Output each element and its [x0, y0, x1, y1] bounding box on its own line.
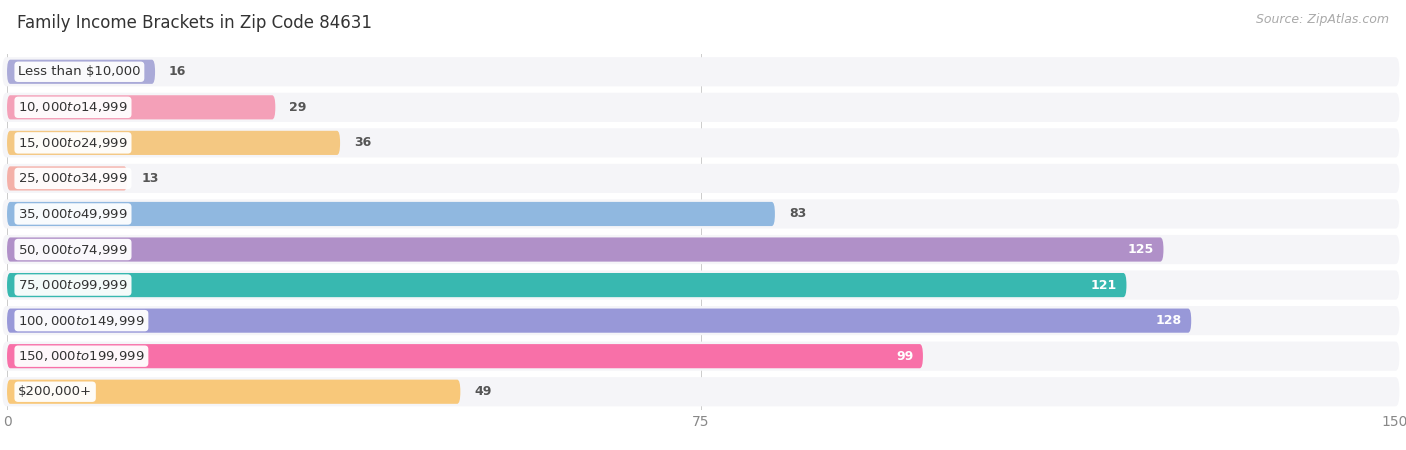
FancyBboxPatch shape — [7, 238, 1164, 261]
FancyBboxPatch shape — [3, 128, 1399, 158]
Text: 16: 16 — [169, 65, 187, 78]
Text: $35,000 to $49,999: $35,000 to $49,999 — [18, 207, 128, 221]
FancyBboxPatch shape — [7, 166, 128, 190]
FancyBboxPatch shape — [7, 60, 155, 84]
FancyBboxPatch shape — [7, 131, 340, 155]
Text: $10,000 to $14,999: $10,000 to $14,999 — [18, 100, 128, 114]
FancyBboxPatch shape — [3, 93, 1399, 122]
FancyBboxPatch shape — [3, 57, 1399, 86]
Text: $150,000 to $199,999: $150,000 to $199,999 — [18, 349, 145, 363]
Text: 121: 121 — [1091, 279, 1118, 292]
FancyBboxPatch shape — [7, 273, 1126, 297]
Text: 83: 83 — [789, 207, 806, 220]
Text: $50,000 to $74,999: $50,000 to $74,999 — [18, 243, 128, 256]
FancyBboxPatch shape — [7, 202, 775, 226]
Text: $100,000 to $149,999: $100,000 to $149,999 — [18, 314, 145, 328]
Text: 29: 29 — [290, 101, 307, 114]
FancyBboxPatch shape — [7, 380, 460, 404]
FancyBboxPatch shape — [3, 199, 1399, 229]
Text: $200,000+: $200,000+ — [18, 385, 93, 398]
FancyBboxPatch shape — [7, 309, 1191, 333]
Text: Family Income Brackets in Zip Code 84631: Family Income Brackets in Zip Code 84631 — [17, 14, 371, 32]
Text: Less than $10,000: Less than $10,000 — [18, 65, 141, 78]
Text: 128: 128 — [1156, 314, 1182, 327]
Text: 49: 49 — [474, 385, 492, 398]
Text: 99: 99 — [897, 350, 914, 363]
FancyBboxPatch shape — [3, 235, 1399, 264]
FancyBboxPatch shape — [3, 306, 1399, 335]
FancyBboxPatch shape — [3, 164, 1399, 193]
FancyBboxPatch shape — [3, 270, 1399, 300]
FancyBboxPatch shape — [3, 342, 1399, 371]
FancyBboxPatch shape — [3, 377, 1399, 406]
Text: 13: 13 — [141, 172, 159, 185]
Text: $75,000 to $99,999: $75,000 to $99,999 — [18, 278, 128, 292]
Text: 125: 125 — [1128, 243, 1154, 256]
FancyBboxPatch shape — [7, 95, 276, 119]
Text: $15,000 to $24,999: $15,000 to $24,999 — [18, 136, 128, 150]
Text: $25,000 to $34,999: $25,000 to $34,999 — [18, 171, 128, 185]
Text: 36: 36 — [354, 136, 371, 149]
FancyBboxPatch shape — [7, 344, 922, 368]
Text: Source: ZipAtlas.com: Source: ZipAtlas.com — [1256, 14, 1389, 27]
